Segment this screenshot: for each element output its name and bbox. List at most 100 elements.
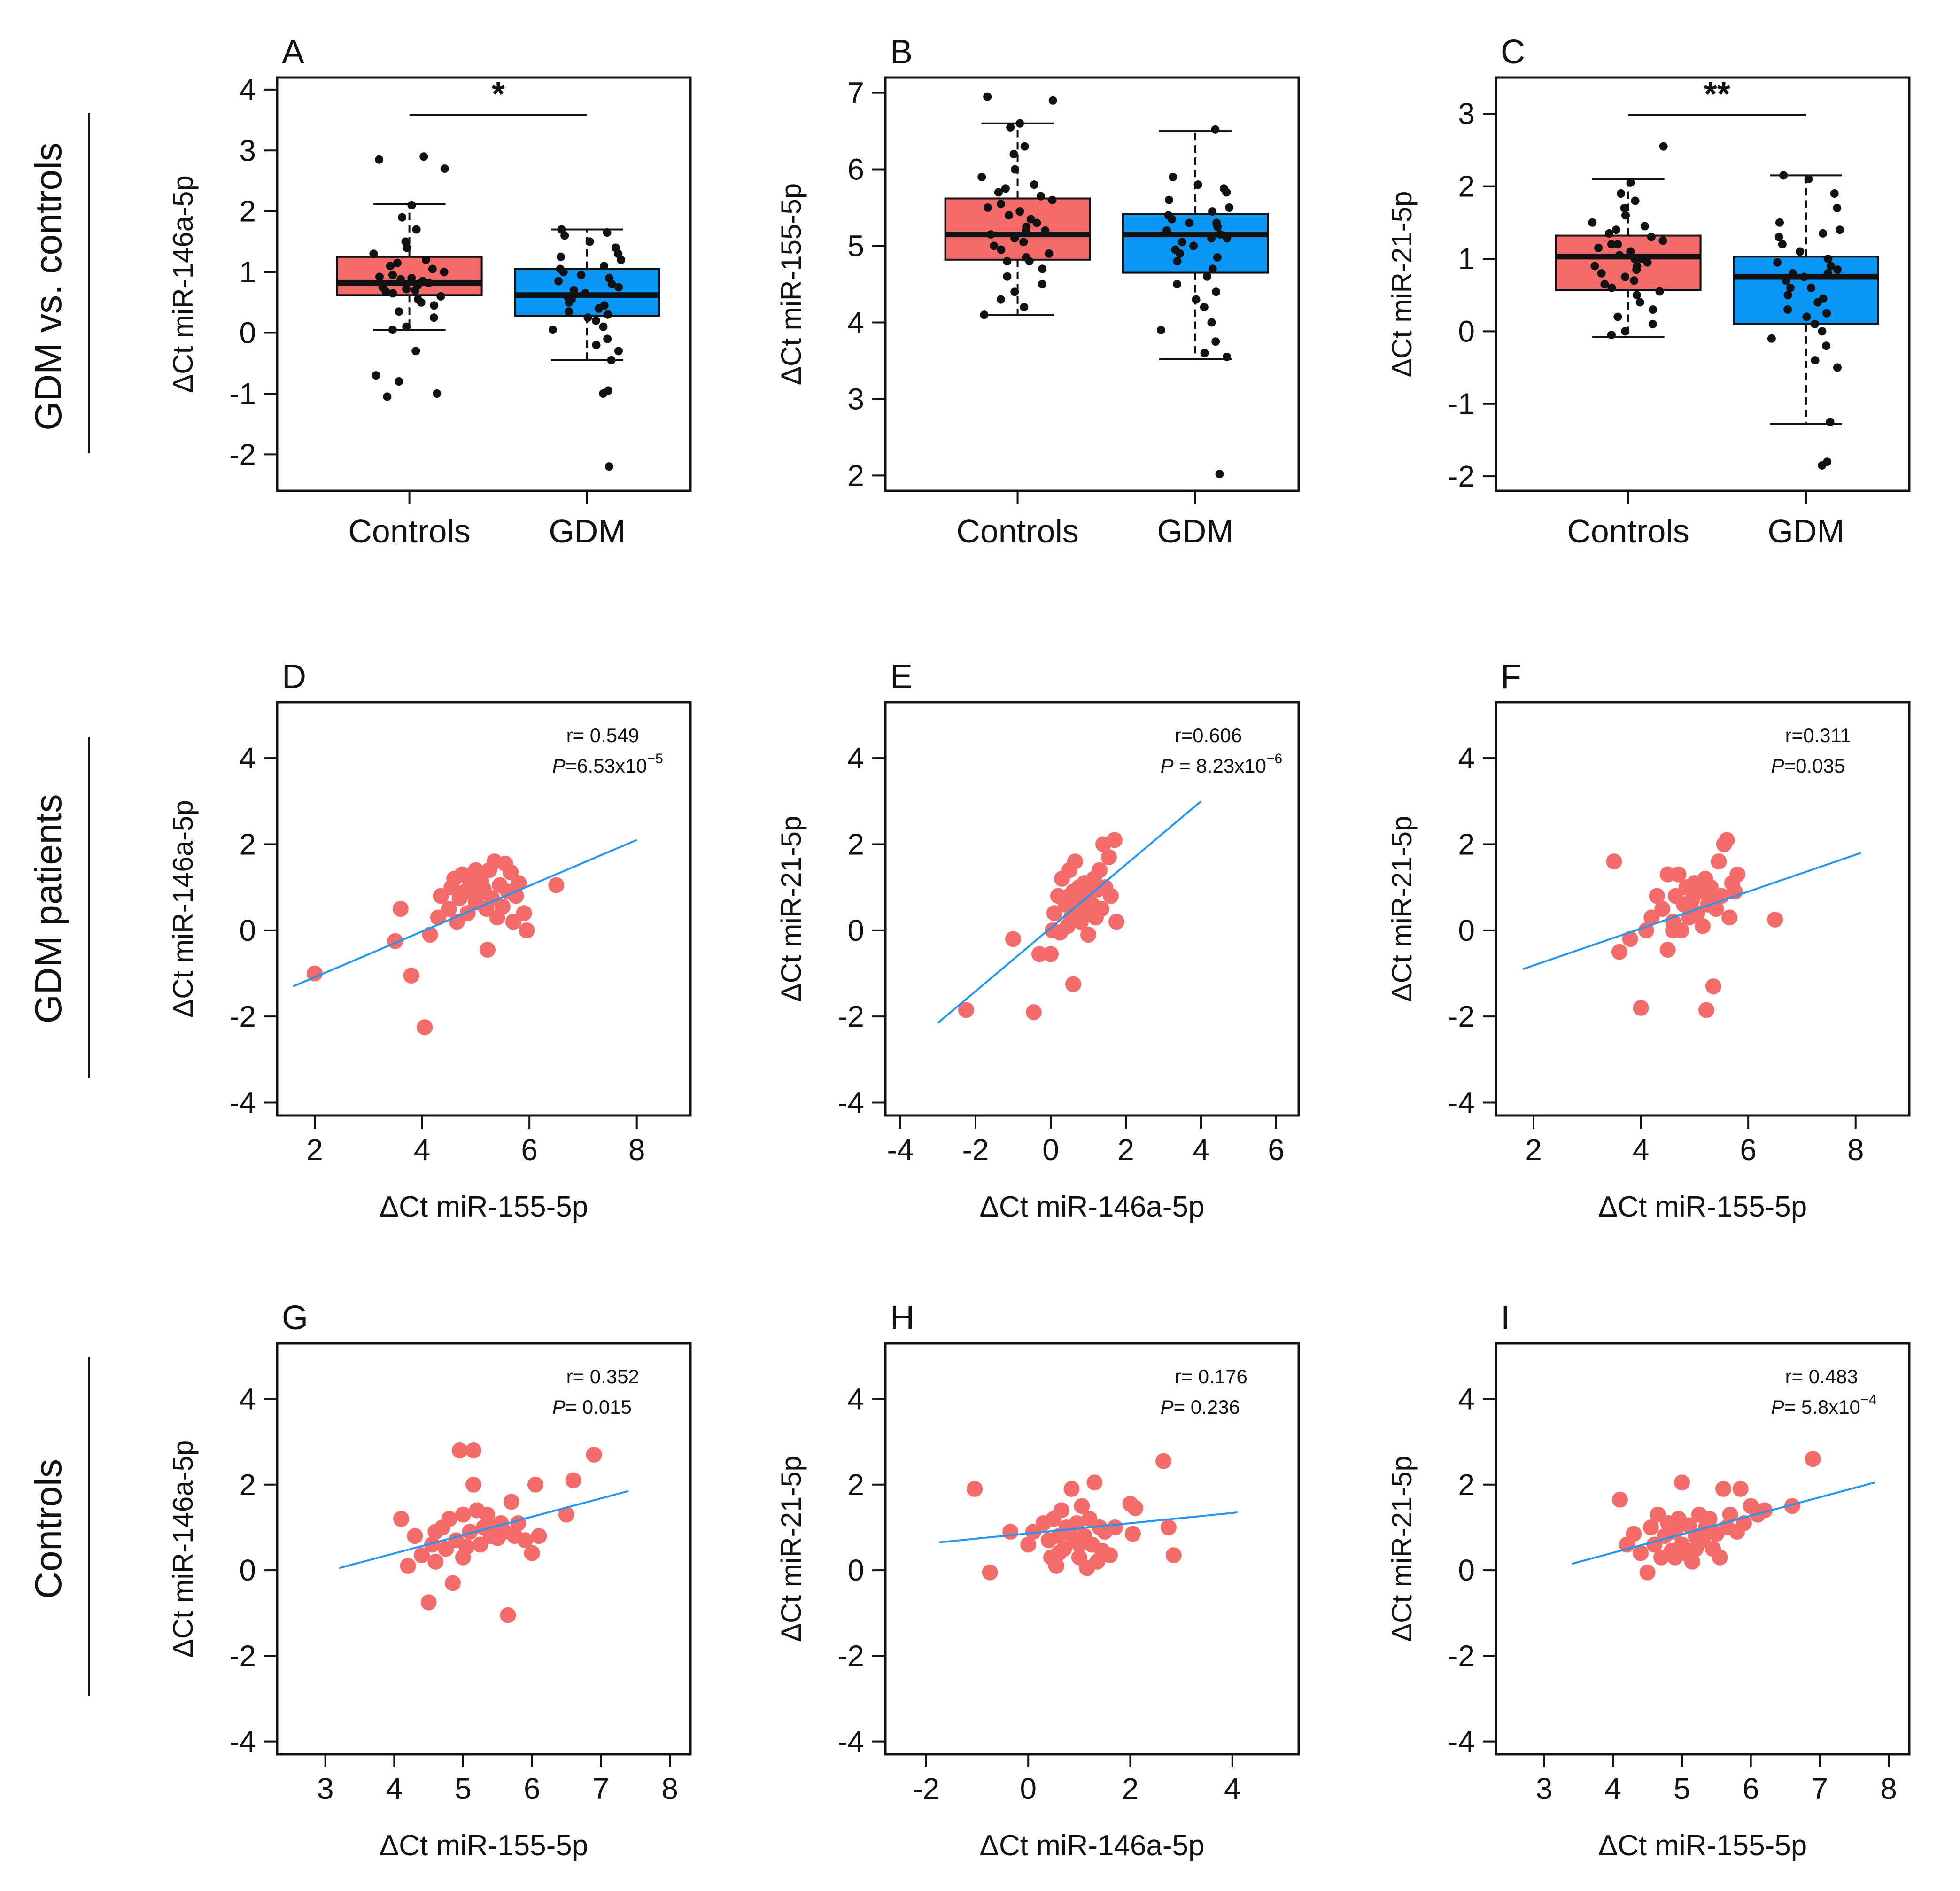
y-axis-label: ΔCt miR-21-5p: [775, 816, 807, 1002]
p-value-label: P=0.035: [1771, 755, 1845, 777]
plot-frame: [1495, 701, 1911, 1117]
data-point: [1613, 312, 1622, 321]
x-axis-label: ΔCt miR-155-5p: [380, 1191, 589, 1223]
data-point: [479, 1506, 496, 1523]
y-tick-label: 2: [1458, 828, 1475, 861]
x-tick-label: 2: [1122, 1772, 1139, 1806]
y-tick-label: -2: [1448, 1000, 1475, 1033]
data-point: [1020, 1536, 1037, 1553]
data-point: [1695, 918, 1711, 934]
data-point: [586, 1446, 602, 1463]
data-point: [1030, 180, 1038, 189]
data-point: [1659, 142, 1668, 151]
data-point: [424, 1536, 440, 1553]
data-point: [400, 1558, 416, 1574]
data-point: [455, 1506, 471, 1523]
data-point: [994, 188, 1003, 197]
row-label-text: Controls: [27, 1459, 69, 1599]
y-tick-label: 1: [1458, 242, 1475, 276]
plot-frame: [276, 701, 692, 1117]
x-tick-label: 8: [661, 1772, 678, 1806]
data-point: [1208, 207, 1217, 216]
y-tick-label: -2: [837, 1639, 864, 1673]
x-category-label: Controls: [1567, 513, 1689, 550]
y-tick-label: -4: [1448, 1725, 1475, 1759]
y-tick-label: 4: [1458, 741, 1475, 775]
data-point: [1621, 211, 1630, 220]
data-point: [1819, 229, 1828, 238]
data-point: [1019, 238, 1028, 247]
data-point: [511, 875, 527, 891]
data-point: [1684, 1553, 1700, 1570]
data-point: [1038, 280, 1046, 288]
data-point: [402, 322, 411, 331]
data-point: [1648, 319, 1657, 328]
data-point: [1010, 287, 1019, 296]
data-point: [395, 377, 403, 386]
data-point: [1640, 222, 1649, 231]
y-tick-label: 0: [847, 1553, 864, 1587]
data-point: [1643, 1519, 1659, 1535]
data-point: [1080, 927, 1096, 943]
y-tick-label: 2: [847, 828, 864, 861]
data-point: [517, 1532, 533, 1549]
data-point: [1643, 909, 1660, 926]
y-tick-label: 2: [239, 194, 256, 228]
x-axis-label: ΔCt miR-155-5p: [1598, 1191, 1807, 1223]
y-axis-label: ΔCt miR-21-5p: [1386, 1456, 1418, 1642]
data-point: [1782, 276, 1790, 285]
data-point: [403, 968, 419, 984]
data-point: [1084, 877, 1100, 893]
data-point: [1701, 1511, 1718, 1527]
data-point: [427, 1553, 444, 1570]
data-point: [996, 199, 1005, 208]
panel-letter: H: [890, 1299, 914, 1337]
data-point: [519, 922, 535, 938]
x-tick-label: 3: [1536, 1772, 1553, 1806]
data-point: [455, 1549, 471, 1566]
plot-frame: [276, 76, 692, 492]
data-point: [1783, 291, 1792, 300]
regression-line: [1571, 1481, 1875, 1565]
data-point: [1200, 349, 1209, 357]
data-point: [1032, 218, 1041, 227]
data-point: [407, 274, 416, 283]
panel-e-scatter: E -4 -2 0 2 4 ΔCt miR-21-5p -4 -2 0 2 4 6 ΔCt miR-146…: [775, 658, 1300, 1223]
data-point: [388, 326, 397, 334]
data-point: [1621, 327, 1630, 336]
x-tick-label: 4: [1605, 1772, 1622, 1806]
y-tick-label: 0: [1458, 1553, 1475, 1587]
data-point: [1101, 849, 1117, 865]
data-point: [1001, 184, 1010, 193]
data-point: [1212, 287, 1221, 296]
x-tick-label: 3: [317, 1772, 334, 1806]
y-tick-label: 3: [847, 382, 864, 416]
data-point: [1813, 298, 1822, 307]
plot-frame: [276, 1342, 692, 1756]
data-point: [1767, 334, 1776, 343]
data-point: [1203, 272, 1212, 281]
data-point: [1833, 363, 1842, 372]
x-tick-label: 6: [524, 1772, 541, 1806]
x-category-label: Controls: [348, 513, 471, 550]
data-point: [1041, 226, 1050, 235]
x-category-label: GDM: [1157, 513, 1233, 550]
data-point: [1698, 1002, 1714, 1018]
correlation-r-label: r= 0.549: [566, 724, 639, 746]
panel-f-scatter: F -4 -2 0 2 4 ΔCt miR-21-5p 2 4 6 8 ΔCt miR-155-5p r…: [1386, 658, 1911, 1223]
data-point: [1124, 1526, 1141, 1542]
panel-g-scatter: G -4 -2 0 2 4 ΔCt miR-146a-5p 3 4 5 6 7 8 ΔCt miR-155…: [167, 1299, 692, 1862]
data-point: [1779, 171, 1788, 180]
row-label-controls: Controls: [27, 1357, 90, 1696]
y-tick-label: 2: [1458, 170, 1475, 203]
data-point: [581, 289, 590, 298]
data-point: [614, 347, 623, 356]
data-point: [1606, 853, 1622, 870]
data-point: [422, 927, 438, 943]
data-point: [440, 268, 449, 277]
data-point: [990, 241, 999, 250]
data-point: [1818, 461, 1827, 470]
data-point: [398, 213, 407, 222]
y-tick-label: -4: [1448, 1086, 1475, 1120]
